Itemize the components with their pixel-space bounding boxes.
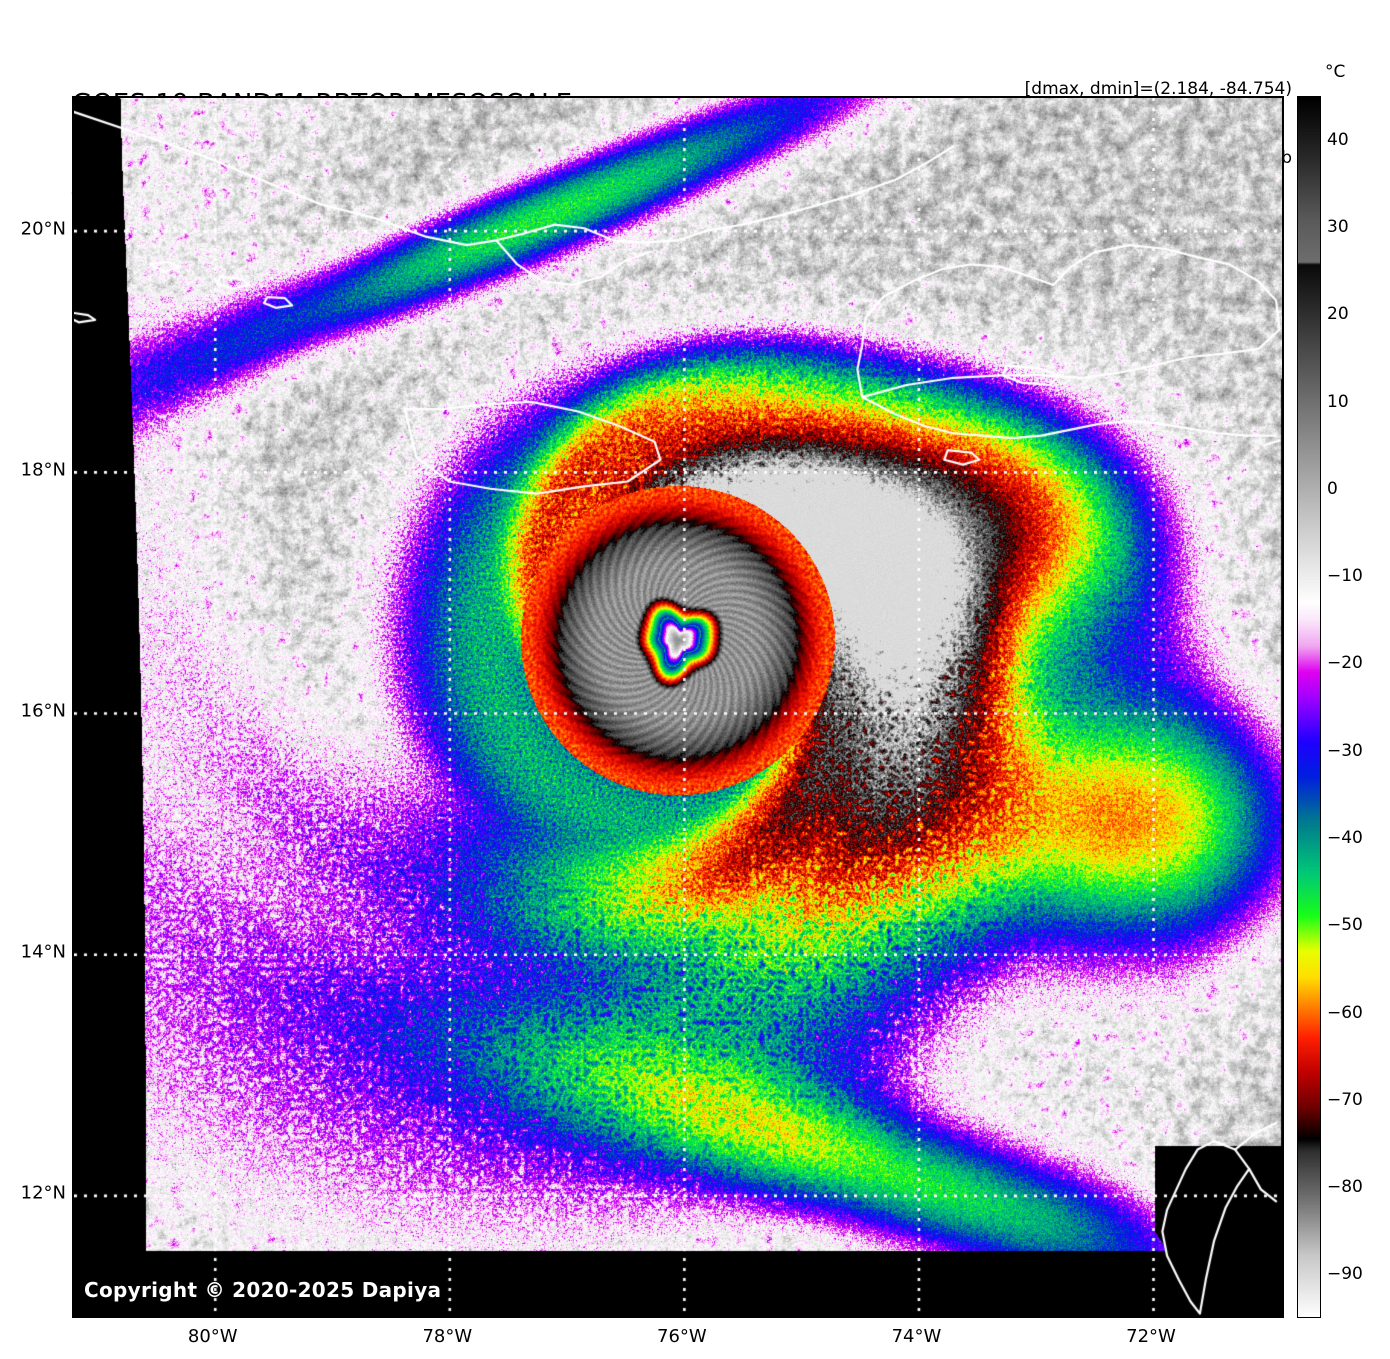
lat-tick-1: 18°N [20, 459, 66, 481]
colorbar-tick-1: 30 [1327, 216, 1349, 237]
lat-tick-0: 20°N [20, 218, 66, 240]
satellite-imagery-canvas [74, 98, 1282, 1316]
lon-tick-0: 80°W [187, 1326, 238, 1347]
colorbar-tick-5: −10 [1327, 566, 1363, 587]
colorbar-tick-7: −30 [1327, 740, 1363, 761]
colorbar-tick-2: 20 [1327, 304, 1349, 325]
lat-tick-2: 16°N [20, 700, 66, 722]
colorbar-tick-6: −20 [1327, 653, 1363, 674]
colorbar [1297, 96, 1321, 1318]
lon-tick-4: 72°W [1126, 1326, 1176, 1347]
colorbar-tick-3: 10 [1327, 391, 1349, 412]
colorbar-tick-4: 0 [1327, 478, 1338, 499]
colorbar-tick-8: −40 [1327, 827, 1363, 848]
satellite-plot-area[interactable]: Copyright © 2020-2025 Dapiya [72, 96, 1284, 1318]
colorbar-gradient [1298, 97, 1320, 1317]
lon-tick-2: 76°W [657, 1326, 707, 1347]
colorbar-tick-13: −90 [1327, 1264, 1363, 1285]
copyright-notice: Copyright © 2020-2025 Dapiya [84, 1278, 442, 1302]
lon-tick-3: 74°W [891, 1326, 942, 1347]
colorbar-tick-0: 40 [1327, 129, 1349, 150]
lat-tick-3: 14°N [20, 941, 66, 963]
colorbar-tick-11: −70 [1327, 1089, 1363, 1110]
colorbar-unit-label: °C [1325, 62, 1346, 82]
colorbar-tick-10: −60 [1327, 1002, 1363, 1023]
colorbar-tick-9: −50 [1327, 915, 1363, 936]
lat-tick-4: 12°N [20, 1182, 66, 1204]
colorbar-tick-12: −80 [1327, 1177, 1363, 1198]
dmax-dmin-label: [dmax, dmin]=(2.184, -84.754) [1024, 79, 1292, 99]
lon-tick-1: 78°W [422, 1326, 473, 1347]
